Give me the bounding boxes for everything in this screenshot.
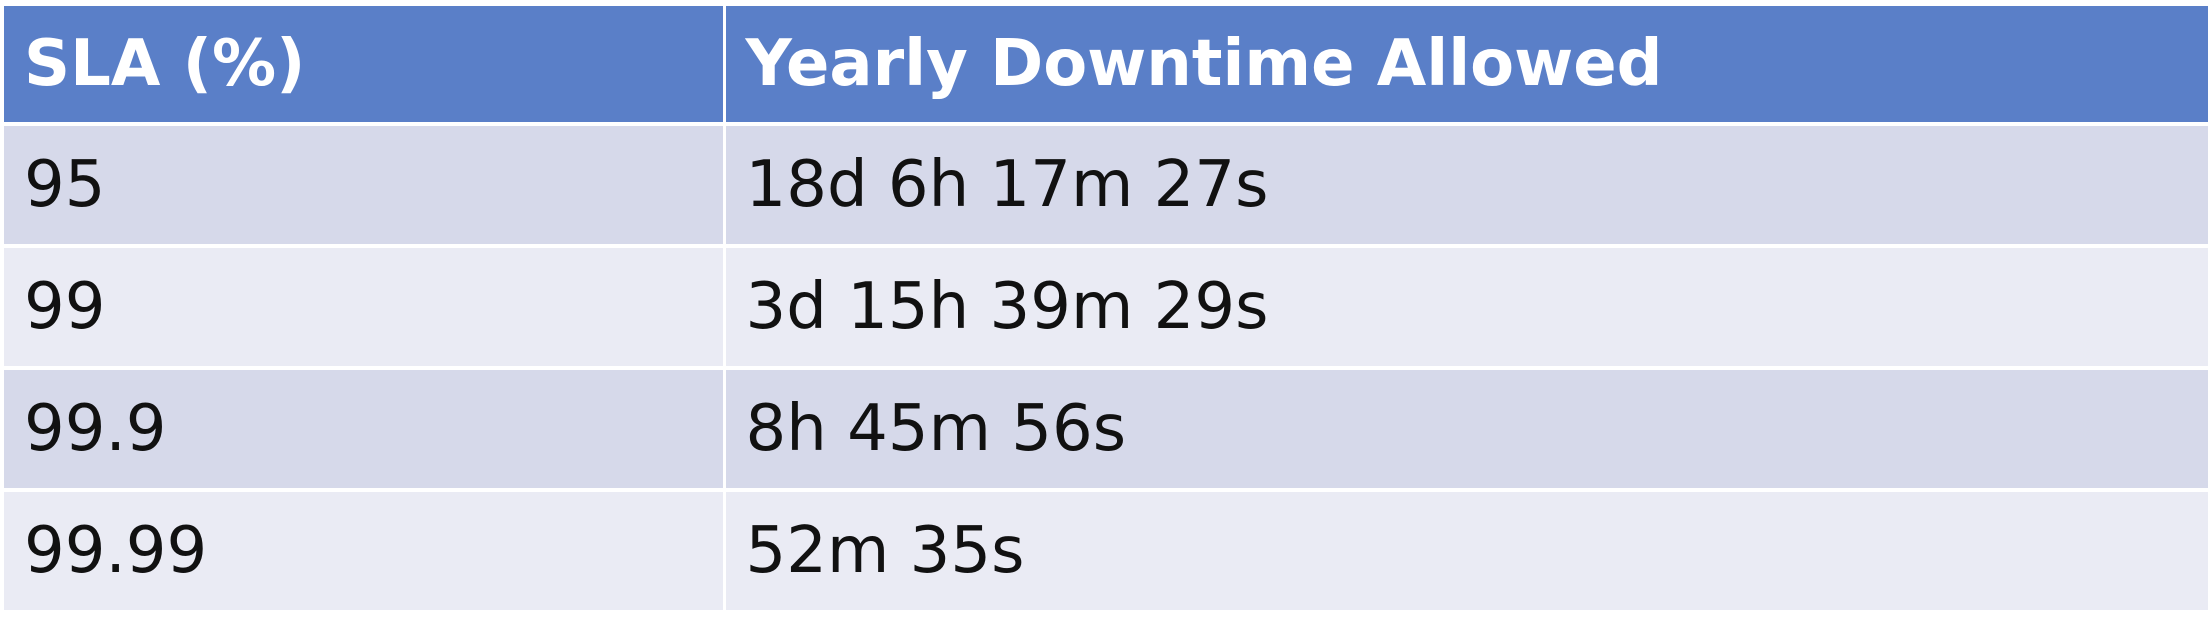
table-row: 99 3d 15h 39m 29s — [4, 246, 2208, 370]
sla-downtime-table: SLA (%) Yearly Downtime Allowed 95 18d 6… — [4, 6, 2208, 614]
table-body: 95 18d 6h 17m 27s 99 3d 15h 39m 29s 99.9… — [4, 124, 2208, 614]
cell-downtime: 18d 6h 17m 27s — [724, 124, 2208, 248]
table-row: 99.9 8h 45m 56s — [4, 368, 2208, 492]
cell-downtime: 3d 15h 39m 29s — [724, 246, 2208, 370]
cell-sla: 95 — [4, 124, 726, 248]
header-yearly-downtime: Yearly Downtime Allowed — [724, 6, 2208, 126]
cell-downtime: 8h 45m 56s — [724, 368, 2208, 492]
header-sla-percent: SLA (%) — [4, 6, 726, 126]
table-row: 99.99 52m 35s — [4, 490, 2208, 614]
cell-sla: 99.99 — [4, 490, 726, 614]
cell-downtime: 52m 35s — [724, 490, 2208, 614]
table-row: 95 18d 6h 17m 27s — [4, 124, 2208, 248]
table-header: SLA (%) Yearly Downtime Allowed — [4, 6, 2208, 126]
cell-sla: 99 — [4, 246, 726, 370]
sla-table-container: SLA (%) Yearly Downtime Allowed 95 18d 6… — [4, 6, 2208, 614]
header-row: SLA (%) Yearly Downtime Allowed — [4, 6, 2208, 126]
cell-sla: 99.9 — [4, 368, 726, 492]
